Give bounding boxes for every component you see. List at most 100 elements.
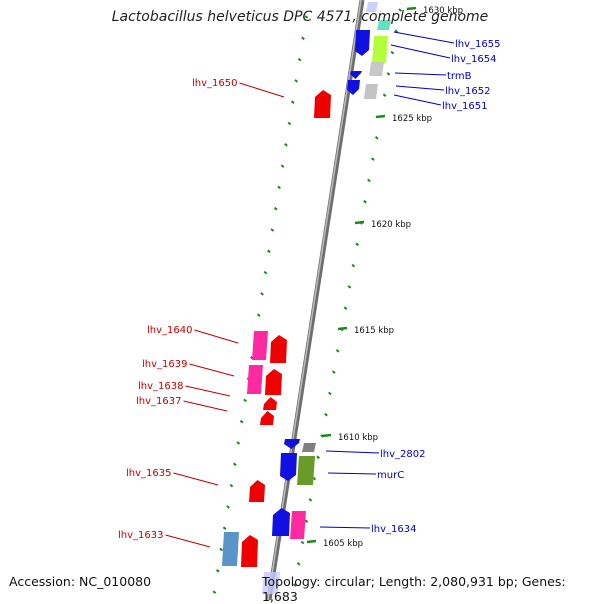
tick-dot [374, 136, 379, 140]
tick-dot [222, 526, 227, 530]
tick-dot [219, 547, 224, 552]
gene-blocks [222, 2, 391, 594]
leader-line [319, 526, 371, 529]
gene-arrow [263, 397, 277, 410]
gene-label: lhv_1640 [147, 325, 192, 336]
leader-line [173, 472, 219, 486]
gene-arrow [265, 369, 282, 395]
gene-arrow [355, 30, 370, 56]
leader-line [390, 44, 451, 59]
tick-dot [236, 441, 241, 445]
tick-dot [260, 292, 264, 296]
gene-label: lhv_1654 [451, 54, 496, 65]
tick-dot [287, 121, 292, 126]
gene-arrow [284, 439, 300, 449]
leader-line [189, 363, 235, 377]
gene-arrow [280, 453, 297, 481]
tick-dot [355, 242, 360, 247]
tick-dot [215, 569, 220, 573]
accession-text: Accession: NC_010080 [9, 574, 152, 589]
gene-label: lhv_1633 [118, 530, 163, 541]
gene-block [252, 331, 268, 360]
tick-dot [277, 185, 281, 190]
leader-line [185, 385, 231, 397]
scale-tick [337, 326, 348, 331]
gene-block [377, 20, 391, 30]
scale-label: 1630 kbp [423, 6, 463, 16]
gene-label: lhv_1652 [445, 86, 490, 97]
tick-dot [212, 590, 217, 594]
map-title: Lactobacillus helveticus DPC 4571, compl… [111, 9, 489, 25]
tick-dot [290, 100, 295, 104]
tick-dot [256, 313, 261, 317]
tick-dot [335, 349, 340, 353]
gene-arrow [241, 535, 258, 567]
gene-arrow [350, 71, 362, 79]
scale-tick [306, 539, 317, 544]
tick-dot [301, 36, 305, 41]
gene-label: lhv_1637 [136, 396, 181, 407]
tick-dot [390, 50, 395, 55]
scale-tick [375, 114, 386, 119]
gene-block [366, 2, 378, 12]
tick-dot [304, 519, 309, 523]
gene-arrow [347, 80, 360, 95]
scale-label: 1605 kbp [323, 539, 363, 549]
tick-dot [328, 391, 332, 396]
tick-dot [280, 164, 285, 168]
scale-label: 1610 kbp [338, 433, 378, 443]
tick-dot [351, 263, 356, 268]
scale-tick [406, 6, 417, 11]
gene-arrow [272, 508, 290, 536]
scale-tick [321, 433, 332, 438]
leader-line [393, 94, 442, 106]
gene-arrow [270, 335, 287, 363]
gene-arrow [260, 411, 274, 425]
tick-dot [370, 157, 375, 161]
gene-label: lhv_1655 [455, 39, 500, 50]
gene-block [247, 365, 263, 394]
tick-marks [212, 8, 403, 594]
tick-dot [296, 562, 301, 566]
gene-arrow [249, 480, 265, 502]
scale-tick [354, 220, 365, 225]
tick-dot [294, 79, 299, 83]
gene-block [290, 511, 306, 539]
leader-line [183, 400, 228, 412]
tick-dot [284, 143, 288, 147]
leader-line [239, 82, 285, 98]
tick-dot [324, 412, 328, 417]
tick-dot [367, 178, 371, 183]
tick-dot [386, 72, 391, 76]
gene-block [222, 532, 239, 566]
scale-labels: 1630 kbp 1625 kbp 1620 kbp 1615 kbp 1610 kbp… [306, 6, 463, 549]
gene-label: murC [377, 470, 404, 481]
tick-dot [343, 306, 348, 310]
gene-arrow [314, 90, 331, 118]
gene-label: lhv_1651 [442, 101, 487, 112]
leader-line [393, 31, 455, 44]
scale-label: 1620 kbp [371, 220, 411, 230]
tick-dot [232, 462, 237, 467]
gene-label: lhv_1639 [142, 359, 187, 370]
tick-dot [304, 15, 309, 19]
gene-block [262, 572, 280, 594]
gene-label: lhv_1650 [192, 78, 237, 89]
gene-labels: lhv_1655 lhv_1654 trmB lhv_1652 lhv_1651 lhv_… [118, 39, 500, 541]
scale-label: 1625 kbp [392, 114, 432, 124]
tick-dot [382, 93, 387, 97]
tick-dot [239, 419, 244, 424]
gene-block [372, 36, 388, 63]
gene-block [302, 443, 316, 452]
gene-label: lhv_2802 [380, 449, 425, 460]
tick-dot [394, 29, 399, 34]
tick-dot [300, 540, 305, 545]
tick-dot [363, 199, 367, 204]
tick-dot [226, 505, 230, 509]
gene-label: lhv_1638 [138, 381, 183, 392]
scale-label: 1615 kbp [354, 326, 394, 336]
genome-backbone [266, 0, 365, 600]
tick-dot [398, 8, 403, 12]
tick-dot [263, 270, 268, 275]
